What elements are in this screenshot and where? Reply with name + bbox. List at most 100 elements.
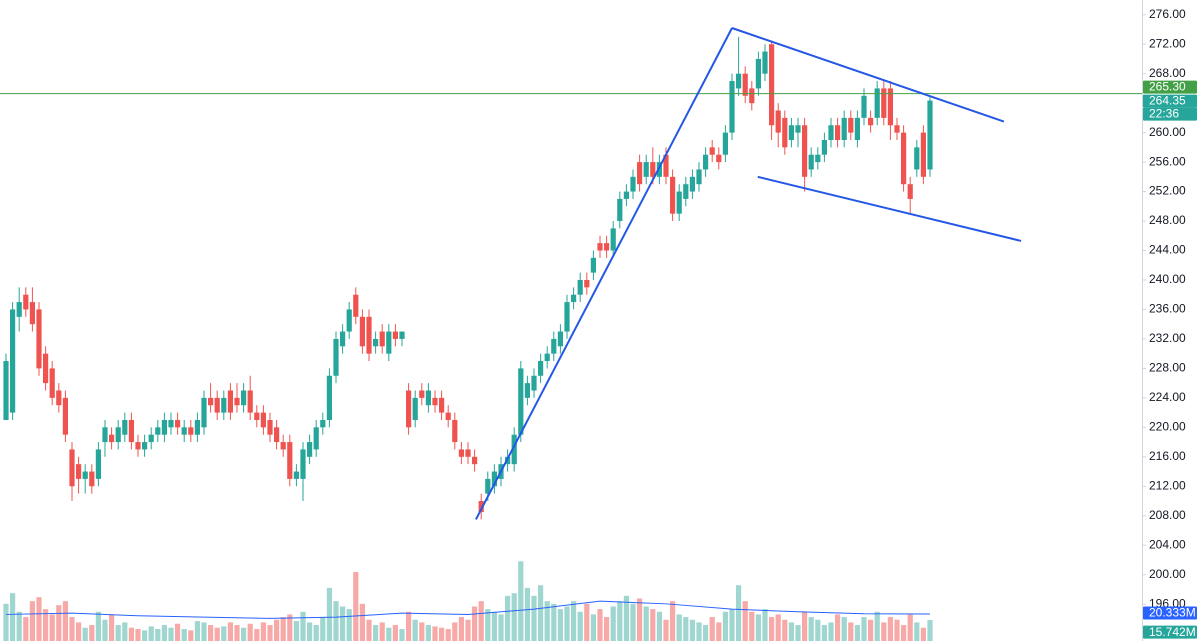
volume-bar — [821, 625, 827, 641]
volume-bar — [247, 623, 253, 641]
last-volume-label: 15.742M — [1149, 625, 1196, 639]
candle-body — [676, 191, 682, 214]
volume-bar — [326, 587, 332, 641]
volume-bar — [478, 601, 484, 641]
volume-bar — [802, 611, 808, 641]
volume-bar — [736, 585, 742, 641]
volume-bar — [465, 619, 471, 641]
volume-bar — [551, 603, 557, 641]
candle-body — [333, 338, 339, 376]
volume-bar — [412, 619, 418, 641]
candle-body — [590, 257, 596, 273]
volume-bar — [749, 611, 755, 641]
candle-body — [848, 117, 854, 133]
volume-bar — [168, 627, 174, 641]
volume-bar — [742, 601, 748, 641]
y-tick-label: 224.00 — [1149, 390, 1186, 404]
candle-body — [280, 442, 286, 450]
volume-bar — [782, 619, 788, 641]
candle-body — [491, 471, 497, 487]
volume-bar — [214, 627, 220, 641]
volume-bar — [577, 611, 583, 641]
volume-bar — [353, 571, 359, 641]
candle-body — [901, 132, 907, 185]
volume-bar — [241, 627, 247, 641]
candle-body — [353, 294, 359, 317]
volume-bar — [762, 609, 768, 641]
candle-body — [709, 147, 715, 155]
candle-body — [782, 117, 788, 148]
candle-body — [465, 449, 471, 457]
candle-body — [683, 184, 689, 199]
volume-bar — [280, 617, 286, 641]
candle-body — [458, 449, 464, 457]
candle-body — [346, 309, 352, 332]
candle-body — [808, 154, 814, 170]
volume-bar — [485, 609, 491, 641]
candle-body — [670, 176, 676, 214]
y-tick-label: 252.00 — [1149, 184, 1186, 198]
candle-body — [604, 243, 610, 251]
candle-body — [722, 132, 728, 155]
candle-body — [214, 397, 220, 413]
volume-ma-label: 20.333M — [1149, 606, 1196, 620]
volume-bar — [709, 617, 715, 641]
candle-body — [320, 419, 326, 428]
volume-bar — [874, 611, 880, 641]
volume-ma-box — [1143, 606, 1197, 620]
volume-bar — [557, 609, 563, 641]
candle-body — [425, 390, 431, 406]
candle-body — [861, 95, 867, 118]
candle-body — [399, 331, 405, 339]
volume-bar — [630, 603, 636, 641]
volume-bar — [346, 609, 352, 641]
candle-body — [340, 331, 346, 347]
volume-bar — [300, 611, 306, 641]
candle-body — [551, 338, 557, 354]
candle-body — [478, 501, 484, 513]
y-tick-label: 232.00 — [1149, 331, 1186, 345]
volume-bar — [181, 629, 187, 641]
candle-body — [472, 456, 478, 465]
volume-bar — [841, 617, 847, 641]
volume-bar — [788, 622, 794, 641]
y-tick-label: 228.00 — [1149, 361, 1186, 375]
volume-bar — [95, 611, 101, 641]
candle-body — [769, 44, 775, 126]
volume-ma-line — [5, 600, 931, 619]
candle-body — [828, 125, 834, 140]
y-tick-label: 200.00 — [1149, 567, 1186, 581]
volume-bar — [650, 609, 656, 641]
volume-bar — [815, 619, 821, 641]
volume-bar — [267, 625, 273, 641]
candle-body — [531, 375, 537, 391]
candle-body — [287, 442, 293, 479]
candle-body — [538, 361, 544, 376]
candle-body — [379, 331, 385, 347]
volume-bar — [854, 625, 860, 641]
candle-body — [260, 412, 266, 428]
candle-body — [524, 383, 530, 398]
volume-bar — [406, 611, 412, 641]
volume-bar — [901, 625, 907, 641]
volume-bar — [498, 614, 504, 641]
candle-body — [544, 353, 550, 362]
volume-bar — [56, 605, 62, 641]
volume-bar — [604, 617, 610, 641]
candle-body — [227, 390, 233, 413]
trendline — [731, 27, 1005, 123]
candle-body — [326, 375, 332, 420]
candle-body — [485, 478, 491, 494]
volume-bar — [419, 622, 425, 641]
candle-body — [887, 88, 893, 126]
volume-bar — [201, 622, 207, 641]
y-tick-label: 236.00 — [1149, 302, 1186, 316]
volume-bar — [128, 627, 134, 641]
candle-body — [194, 419, 200, 435]
volume-bar — [848, 622, 854, 641]
volume-bar — [914, 622, 920, 641]
volume-bar — [491, 611, 497, 641]
candle-body — [307, 442, 313, 457]
volume-bar — [386, 627, 392, 641]
